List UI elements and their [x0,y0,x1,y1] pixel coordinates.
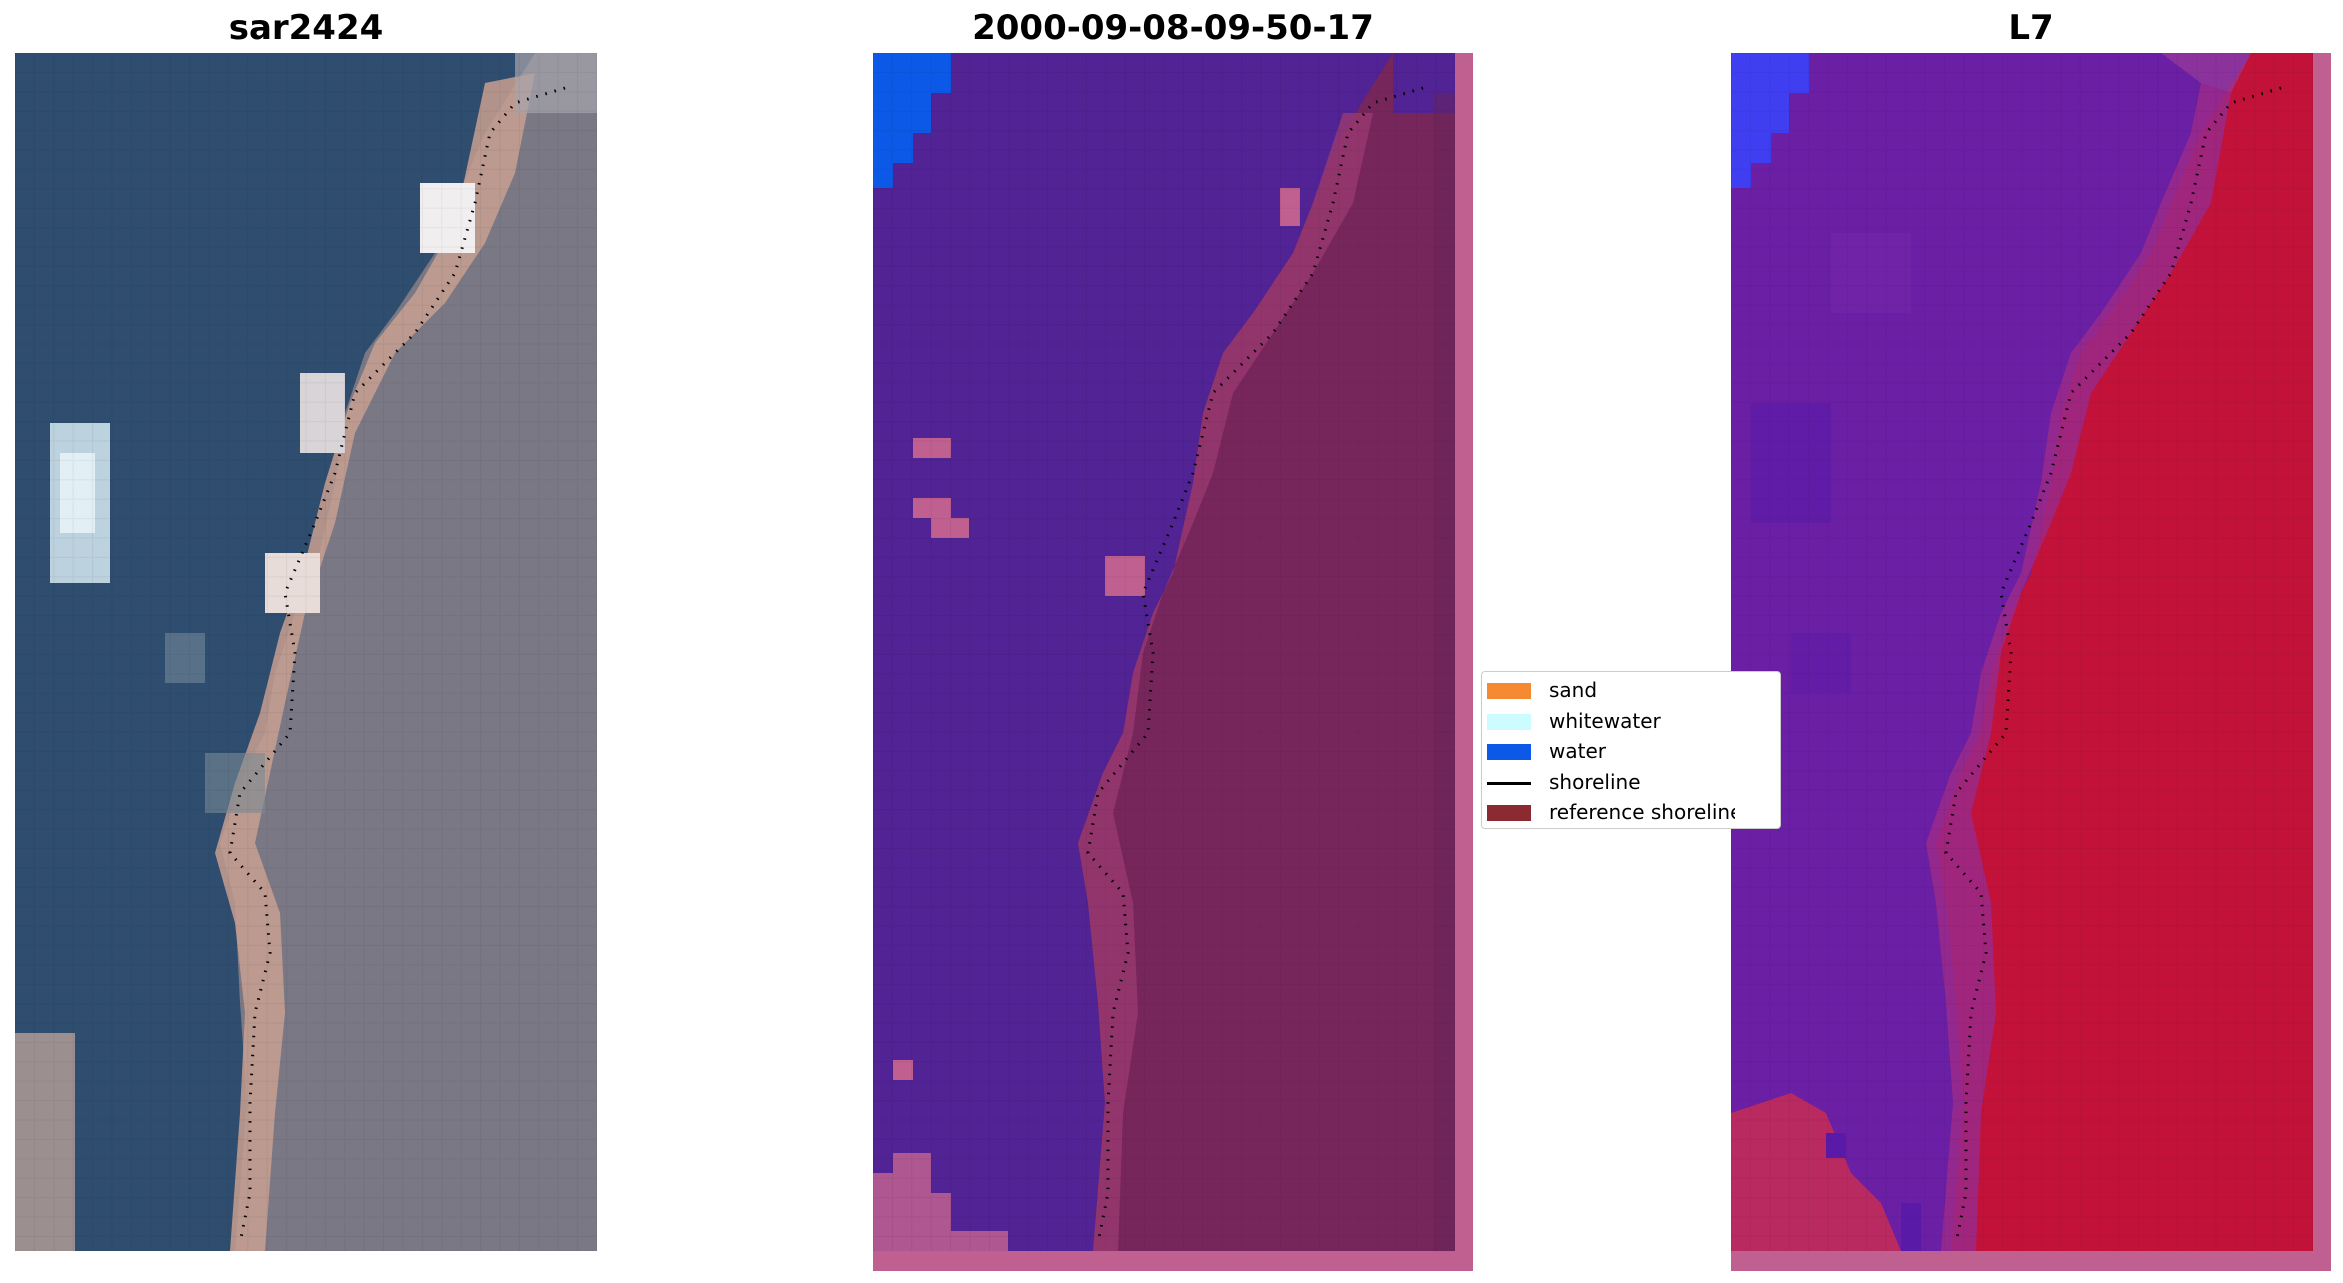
panel-title-rgb: sar2424 [228,8,384,48]
legend-item-sand: sand [1482,676,1735,707]
legend-label-sand: sand [1549,678,1598,702]
panel-title-index: L7 [2008,8,2054,48]
water-swatch [1487,744,1531,760]
classification-panel [873,53,1473,1271]
shoreline-line-icon [1487,781,1531,785]
legend-label-whitewater: whitewater [1549,708,1661,733]
classification-image [873,53,1473,1271]
legend-item-reference-shoreline: reference shoreline [1482,798,1735,829]
legend-body: sand whitewater water shoreline referenc… [1482,672,1735,830]
whitewater-swatch [1487,713,1531,730]
reference-shoreline-swatch [1487,805,1531,821]
panel-title-classification: 2000-09-08-09-50-17 [972,8,1374,48]
rgb-image-panel [15,53,597,1251]
rgb-image [15,53,597,1251]
legend-item-water: water [1482,737,1735,768]
legend-label-shoreline: shoreline [1549,769,1641,794]
legend-label-water: water [1549,739,1606,763]
legend: sand whitewater water shoreline referenc… [1481,671,1781,829]
legend-item-shoreline: shoreline [1482,768,1735,799]
legend-item-whitewater: whitewater [1482,707,1735,738]
index-panel [1731,53,2331,1271]
sand-swatch [1487,683,1531,699]
legend-label-reference-shoreline: reference shoreline [1549,800,1735,824]
index-image [1731,53,2331,1271]
